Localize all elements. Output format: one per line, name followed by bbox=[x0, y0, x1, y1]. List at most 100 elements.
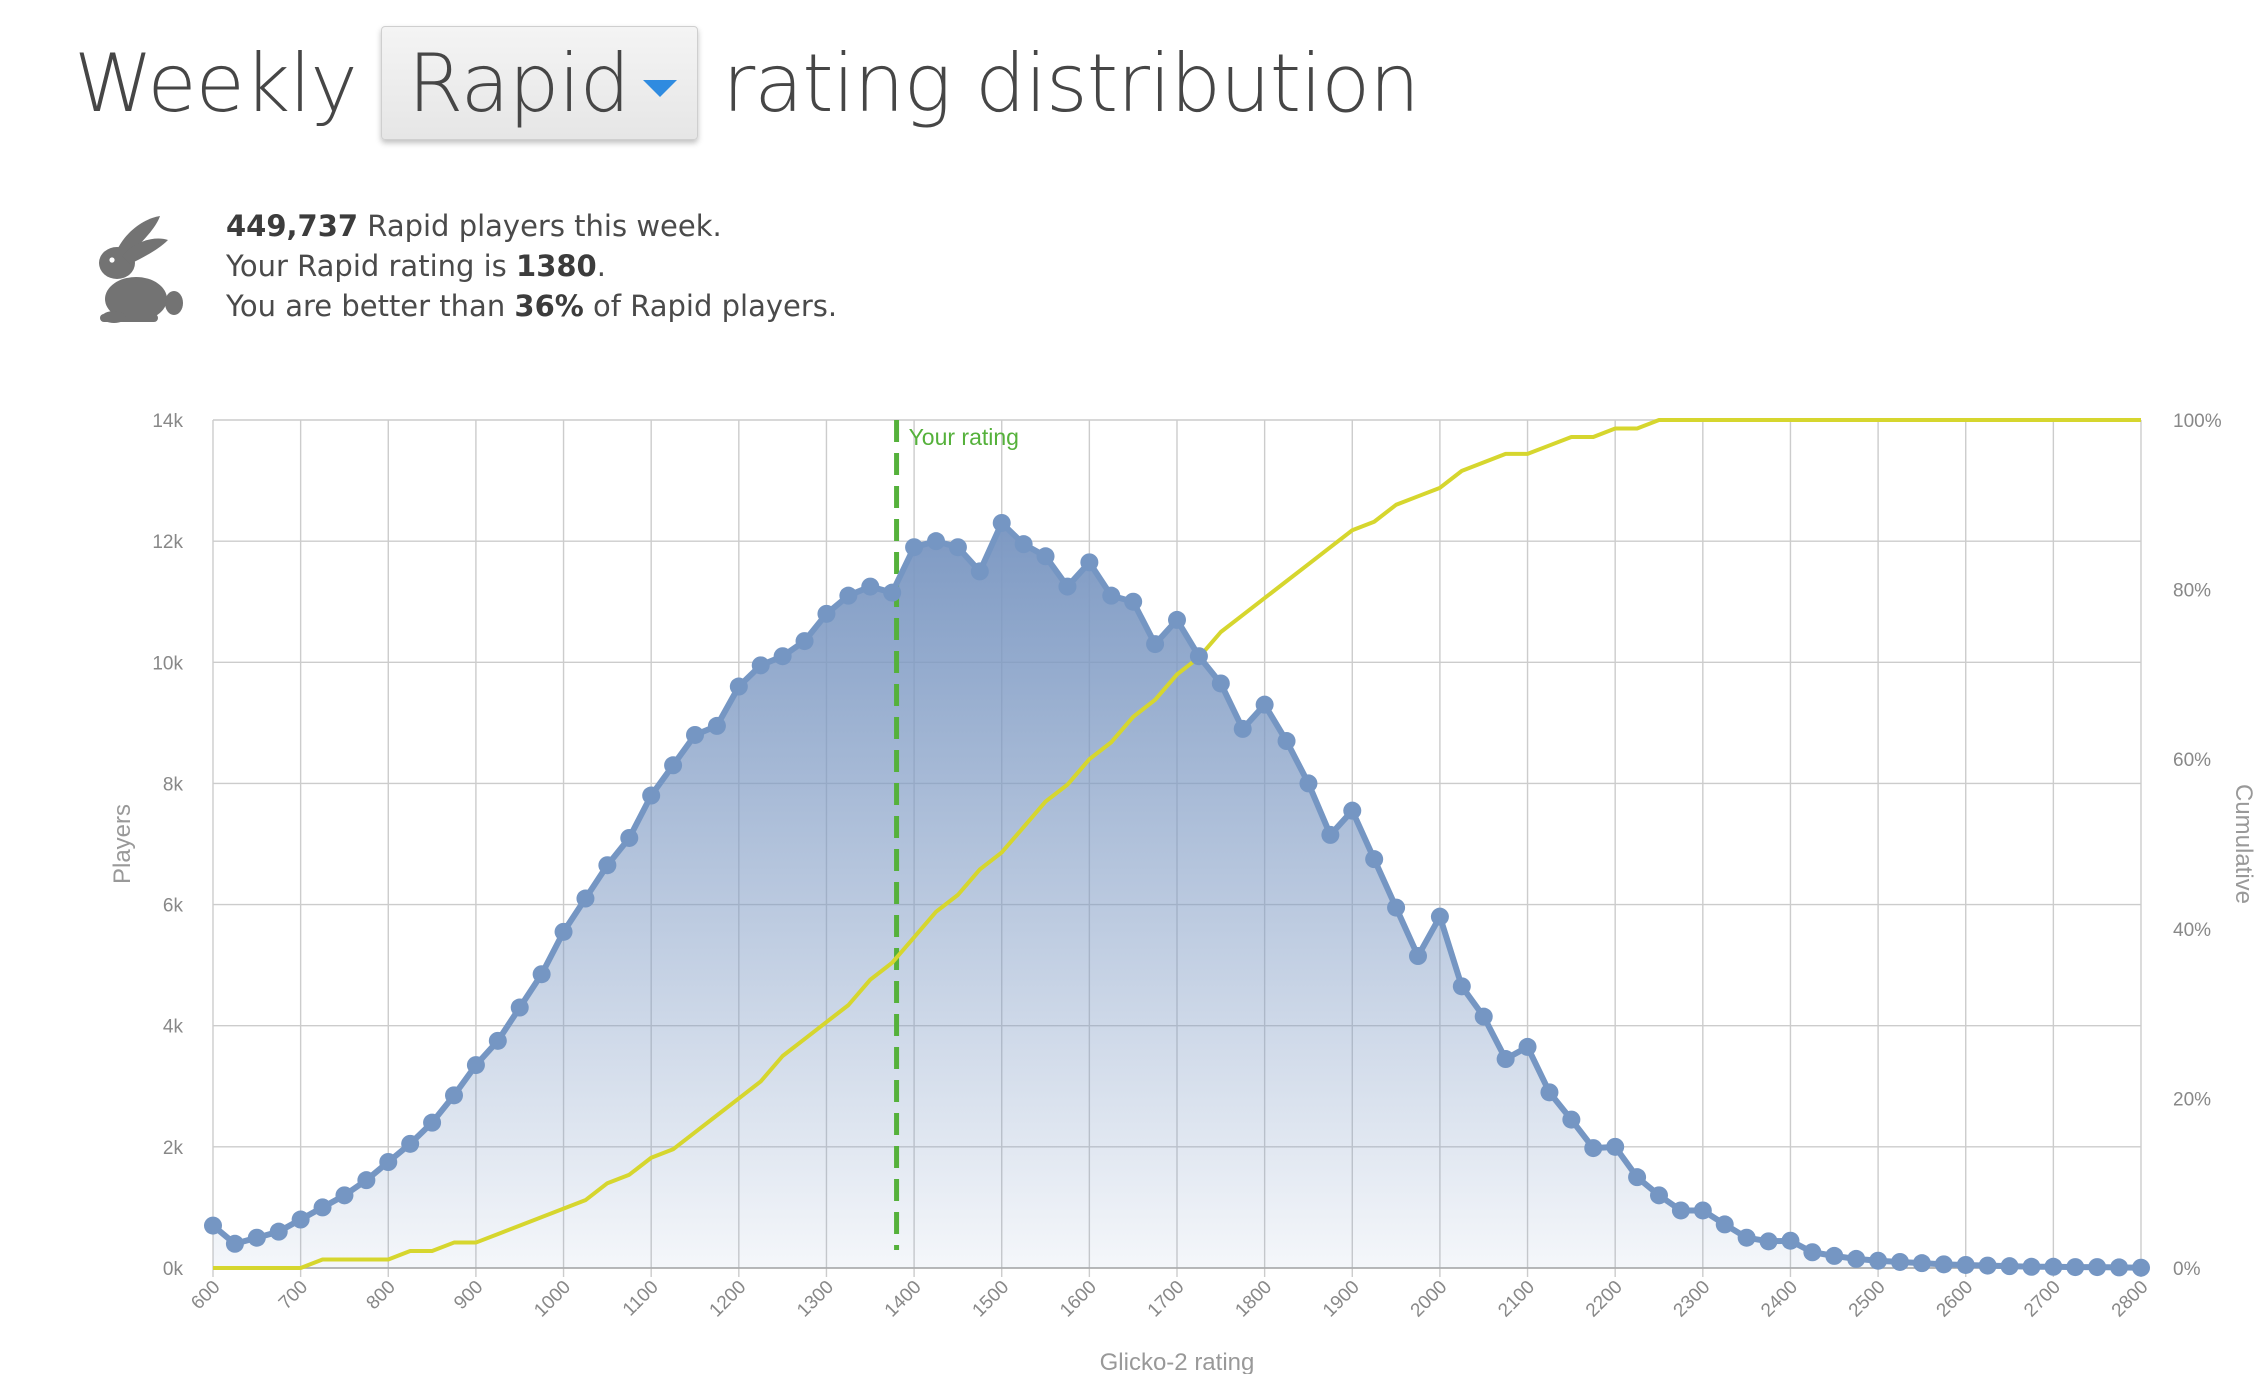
players-data-point bbox=[1124, 592, 1143, 611]
your-rating-line: Your Rapid rating is 1380. bbox=[226, 246, 837, 286]
players-data-point bbox=[1825, 1246, 1844, 1265]
y2-tick-label: 40% bbox=[2173, 920, 2211, 941]
players-data-point bbox=[620, 828, 639, 847]
players-data-point bbox=[598, 856, 617, 875]
players-data-point bbox=[686, 725, 704, 744]
players-data-point bbox=[401, 1134, 420, 1153]
players-data-point bbox=[1584, 1139, 1603, 1158]
players-data-point bbox=[795, 632, 814, 651]
players-data-point bbox=[883, 583, 902, 602]
better-suffix: of Rapid players. bbox=[583, 289, 838, 323]
players-data-point bbox=[2088, 1258, 2107, 1277]
players-data-point bbox=[1211, 674, 1230, 693]
x-tick-label: 1400 bbox=[881, 1277, 926, 1322]
y2-tick-label: 80% bbox=[2173, 581, 2211, 602]
players-data-point bbox=[1014, 535, 1033, 554]
players-data-point bbox=[1606, 1137, 1625, 1156]
players-data-point bbox=[1452, 977, 1471, 996]
y-tick-label: 6k bbox=[163, 896, 184, 917]
rating-summary: 449,737 Rapid players this week. Your Ra… bbox=[86, 206, 837, 326]
better-prefix: You are better than bbox=[226, 289, 515, 323]
players-data-point bbox=[379, 1153, 398, 1171]
y2-tick-label: 60% bbox=[2173, 750, 2211, 771]
x-tick-label: 1500 bbox=[969, 1277, 1014, 1322]
players-data-point bbox=[1781, 1231, 1800, 1250]
percentile-line: You are better than 36% of Rapid players… bbox=[226, 286, 837, 326]
players-data-point bbox=[817, 604, 836, 623]
players-data-point bbox=[1891, 1252, 1909, 1271]
players-data-point bbox=[269, 1222, 288, 1241]
x-tick-label: 1800 bbox=[1231, 1277, 1276, 1322]
players-data-point bbox=[1934, 1255, 1953, 1274]
players-data-point bbox=[291, 1210, 310, 1229]
x-tick-label: 1900 bbox=[1319, 1277, 1364, 1322]
x-tick-label: 2300 bbox=[1670, 1277, 1715, 1322]
players-data-point bbox=[1036, 547, 1055, 566]
x-tick-label: 2000 bbox=[1407, 1277, 1452, 1322]
players-data-point bbox=[510, 998, 529, 1017]
players-data-point bbox=[1496, 1050, 1515, 1069]
players-data-point bbox=[1365, 850, 1384, 869]
players-data-point bbox=[2022, 1257, 2041, 1276]
y-tick-label: 8k bbox=[163, 774, 184, 795]
players-data-point bbox=[751, 656, 770, 675]
perf-type-select[interactable]: Rapid bbox=[380, 26, 699, 140]
y-tick-label: 0k bbox=[163, 1259, 184, 1280]
title-prefix: Weekly bbox=[74, 36, 358, 130]
players-area bbox=[213, 522, 2141, 1268]
players-data-point bbox=[2044, 1257, 2063, 1276]
x-tick-label: 600 bbox=[187, 1277, 224, 1314]
players-data-point bbox=[1803, 1243, 1822, 1262]
x-tick-label: 2200 bbox=[1582, 1277, 1627, 1322]
players-data-point bbox=[1058, 577, 1077, 596]
players-data-point bbox=[1562, 1110, 1581, 1129]
players-data-point bbox=[1715, 1215, 1734, 1234]
rabbit-icon bbox=[99, 216, 183, 323]
players-count-line: 449,737 Rapid players this week. bbox=[226, 206, 837, 246]
rating-prefix: Your Rapid rating is bbox=[226, 249, 517, 283]
players-data-point bbox=[1080, 553, 1099, 572]
players-data-point bbox=[554, 922, 573, 941]
y2-tick-label: 100% bbox=[2173, 411, 2222, 432]
players-data-point bbox=[1102, 586, 1121, 605]
y-tick-label: 14k bbox=[152, 411, 183, 432]
players-data-point bbox=[1671, 1201, 1690, 1220]
x-axis-title: Glicko-2 rating bbox=[1100, 1349, 1255, 1374]
players-data-point bbox=[1912, 1254, 1931, 1273]
y-tick-label: 12k bbox=[152, 532, 183, 553]
y2-tick-label: 0% bbox=[2173, 1259, 2201, 1280]
players-data-point bbox=[2000, 1257, 2019, 1276]
players-data-point bbox=[1277, 732, 1296, 751]
x-tick-label: 1300 bbox=[793, 1277, 838, 1322]
x-tick-label: 800 bbox=[363, 1277, 400, 1314]
players-data-point bbox=[247, 1228, 266, 1247]
players-count: 449,737 bbox=[226, 209, 359, 243]
better-value: 36% bbox=[514, 289, 584, 323]
perf-type-label: Rapid bbox=[407, 36, 631, 130]
players-data-point bbox=[1430, 907, 1449, 926]
players-data-point bbox=[225, 1234, 244, 1253]
title-suffix: rating distribution bbox=[722, 36, 1420, 130]
players-data-point bbox=[707, 716, 726, 735]
rating-value: 1380 bbox=[516, 249, 597, 283]
players-data-point bbox=[729, 677, 748, 696]
players-data-point bbox=[970, 562, 989, 581]
players-data-point bbox=[1869, 1251, 1888, 1270]
players-data-point bbox=[1978, 1256, 1997, 1275]
x-tick-label: 2100 bbox=[1494, 1277, 1539, 1322]
x-tick-label: 2500 bbox=[1845, 1277, 1890, 1322]
players-data-point bbox=[445, 1086, 463, 1105]
x-tick-label: 2400 bbox=[1757, 1277, 1802, 1322]
players-data-point bbox=[773, 647, 792, 666]
players-data-point bbox=[1737, 1228, 1756, 1247]
y-tick-label: 4k bbox=[163, 1017, 184, 1038]
players-data-point bbox=[1387, 898, 1406, 917]
players-data-point bbox=[423, 1113, 442, 1132]
x-tick-label: 2800 bbox=[2108, 1277, 2153, 1322]
y-axis-title: Players bbox=[109, 804, 136, 884]
players-data-point bbox=[576, 889, 595, 908]
players-data-point bbox=[2110, 1258, 2129, 1277]
players-data-point bbox=[1956, 1255, 1975, 1274]
players-data-point bbox=[1759, 1232, 1778, 1251]
players-data-point bbox=[1540, 1083, 1559, 1102]
